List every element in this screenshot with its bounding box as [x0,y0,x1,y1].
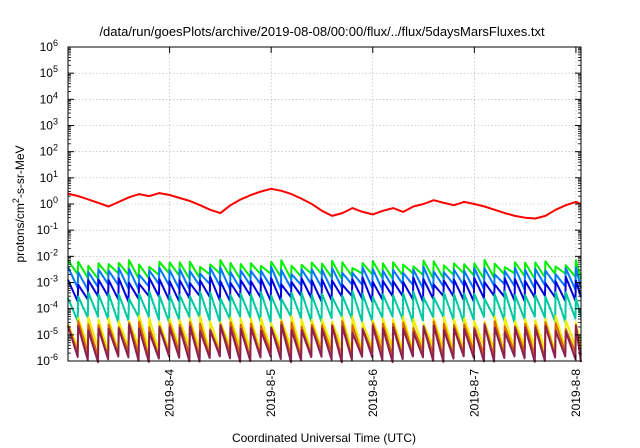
y-tick-label: 10-6 [37,352,58,368]
chart-title: /data/run/goesPlots/archive/2019-08-08/0… [99,24,545,39]
x-axis-ticks: 2019-8-4 2019-8-5 2019-8-6 2019-8-7 2019-8-8 [163,47,583,417]
y-tick-label: 10-1 [37,221,58,237]
y-tick-label: 10-4 [37,300,58,316]
y-tick-exponent: -2 [50,247,58,257]
y-tick-label: 101 [40,169,58,185]
x-axis-label: Coordinated Universal Time (UTC) [232,431,416,445]
y-tick-mantissa: 10 [40,197,54,211]
y-tick-label: 105 [40,64,58,80]
series-line-1 [67,259,582,281]
y-tick-exponent: -1 [50,221,58,231]
y-tick-exponent: 1 [53,169,58,179]
y-axis-label: protons/cm2-s-sr-MeV [11,145,27,262]
y-tick-mantissa: 10 [37,302,51,316]
y-tick-mantissa: 10 [37,249,51,263]
x-tick-label: 2019-8-7 [467,369,481,417]
y-tick-label: 10-3 [37,274,58,290]
x-tick-label: 2019-8-8 [569,369,583,417]
x-tick-label: 2019-8-4 [163,369,177,417]
y-tick-label: 104 [40,90,58,106]
y-tick-mantissa: 10 [40,40,54,54]
y-axis-label-post: -s-sr-MeV [13,145,27,198]
y-tick-exponent: -6 [50,352,58,362]
y-tick-mantissa: 10 [40,145,54,159]
y-tick-label: 106 [40,38,58,54]
y-tick-exponent: -4 [50,300,58,310]
series-line-2 [67,265,582,291]
series-line-0 [67,187,582,220]
y-tick-mantissa: 10 [40,171,54,185]
y-tick-mantissa: 10 [37,276,51,290]
y-tick-mantissa: 10 [40,66,54,80]
y-tick-label: 103 [40,117,58,133]
y-tick-label: 102 [40,143,58,159]
series-line-5 [67,314,582,353]
y-axis-ticks: 10-610-510-410-310-210-11001011021031041… [37,38,581,368]
x-tick-label: 2019-8-6 [366,369,380,417]
y-tick-exponent: 5 [53,64,58,74]
y-tick-exponent: 3 [53,117,58,127]
series-line-7 [67,323,582,364]
y-tick-label: 10-5 [37,326,58,342]
y-axis-label-sup: 2 [11,198,21,203]
series-line-4 [67,290,582,324]
y-tick-exponent: -3 [50,274,58,284]
y-tick-mantissa: 10 [40,92,54,106]
y-tick-exponent: 2 [53,143,58,153]
y-tick-mantissa: 10 [37,328,51,342]
y-tick-mantissa: 10 [40,119,54,133]
y-tick-exponent: 0 [53,195,58,205]
series-line-3 [67,276,582,303]
y-tick-exponent: 6 [53,38,58,48]
y-tick-exponent: 4 [53,90,58,100]
plot-series [67,187,582,364]
x-tick-label: 2019-8-5 [264,369,278,417]
y-tick-mantissa: 10 [37,354,51,368]
y-axis-label-pre: protons/cm [13,203,27,262]
y-tick-exponent: -5 [50,326,58,336]
y-tick-label: 10-2 [37,247,58,263]
y-tick-mantissa: 10 [37,223,51,237]
y-tick-label: 100 [40,195,58,211]
